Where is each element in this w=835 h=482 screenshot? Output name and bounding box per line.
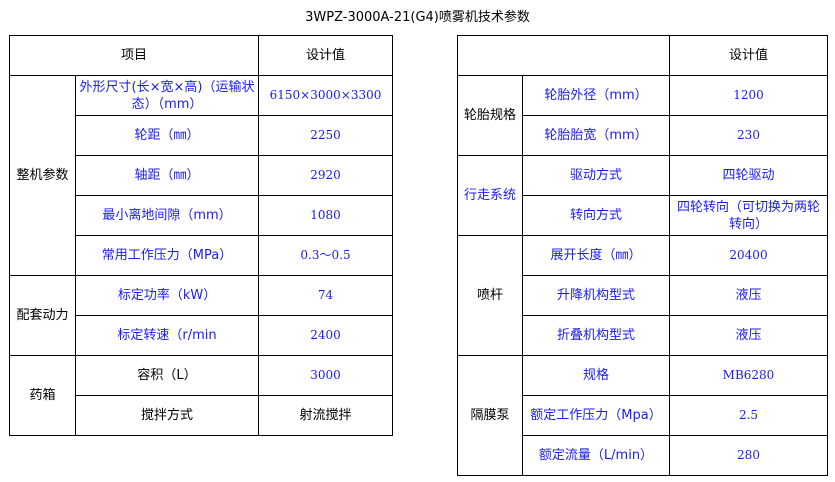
left-spec-table: 项目 设计值 整机参数 外形尺寸(长×宽×高)（运输状态）（mm） 6150×3… — [8, 35, 394, 436]
row-value: 液压 — [669, 315, 828, 356]
table-row: 标定转速（r/min 2400 — [10, 315, 394, 356]
header-value: 设计值 — [258, 35, 394, 76]
table-row: 最小离地间隙（mm） 1080 — [10, 195, 394, 236]
table-row: 轴距（㎜） 2920 — [10, 155, 394, 196]
row-value: 74 — [258, 275, 394, 316]
group-label: 行走系统 — [457, 155, 523, 236]
row-label: 标定功率（kW） — [74, 275, 260, 316]
row-value: 230 — [669, 115, 828, 156]
row-label: 外形尺寸(长×宽×高)（运输状态）（mm） — [74, 75, 260, 116]
group-label: 配套动力 — [9, 275, 76, 356]
table-header: 项目 设计值 — [8, 35, 394, 76]
group-label: 药箱 — [9, 355, 76, 436]
table-row: 喷杆 展开长度（㎜） 20400 — [457, 235, 828, 356]
row-label: 规格 — [522, 355, 670, 396]
row-value: 液压 — [669, 275, 828, 316]
group-label: 喷杆 — [457, 235, 523, 356]
group-label: 轮胎规格 — [457, 75, 523, 156]
row-label: 常用工作压力（MPa） — [74, 235, 260, 276]
row-value: 280 — [669, 435, 828, 476]
row-label: 轮胎外径（mm） — [522, 75, 670, 116]
row-value: MB6280 — [669, 355, 828, 396]
row-label: 驱动方式 — [522, 155, 670, 196]
row-value: 6150×3000×3300 — [258, 75, 394, 116]
table-row: 搅拌方式 射流搅拌 — [10, 395, 394, 436]
row-label: 标定转速（r/min — [74, 315, 260, 356]
table-row: 行走系统 驱动方式 四轮驱动 — [457, 155, 828, 236]
group-label: 隔膜泵 — [457, 355, 523, 476]
table-row: 转向方式 四轮转向（可切换为两轮转向） — [458, 195, 828, 236]
table-row: 轮胎胎宽（mm） 230 — [458, 115, 828, 156]
row-value: 1200 — [669, 75, 828, 116]
table-row: 配套动力 标定功率（kW） 74 — [9, 275, 394, 356]
table-header: 设计值 — [457, 35, 828, 76]
row-label: 轮距（㎜） — [74, 115, 260, 156]
table-row: 药箱 容积（L） 3000 — [9, 355, 394, 436]
table-row: 额定流量（L/min） 280 — [458, 435, 828, 476]
row-label: 额定工作压力（Mpa） — [522, 395, 670, 436]
table-row: 常用工作压力（MPa） 0.3～0.5 — [10, 235, 394, 276]
row-value: 2920 — [258, 155, 394, 196]
row-value: 2.5 — [669, 395, 828, 436]
table-row: 整机参数 外形尺寸(长×宽×高)（运输状态）（mm） 6150×3000×330… — [9, 75, 394, 276]
row-label: 搅拌方式 — [74, 395, 260, 436]
header-item: 项目 — [8, 35, 260, 76]
header-item — [457, 35, 670, 76]
row-label: 轴距（㎜） — [74, 155, 260, 196]
row-label: 最小离地间隙（mm） — [74, 195, 260, 236]
table-row: 隔膜泵 规格 MB6280 — [457, 355, 828, 476]
row-label: 展开长度（㎜） — [522, 235, 670, 276]
row-label: 转向方式 — [522, 195, 670, 236]
row-value: 射流搅拌 — [258, 395, 394, 436]
header-value: 设计值 — [669, 35, 828, 76]
row-label: 折叠机构型式 — [522, 315, 670, 356]
row-value: 2250 — [258, 115, 394, 156]
row-value: 20400 — [669, 235, 828, 276]
row-value: 四轮驱动 — [669, 155, 828, 196]
row-label: 额定流量（L/min） — [522, 435, 670, 476]
page-title: 3WPZ-3000A-21(G4)喷雾机技术参数 — [305, 10, 530, 25]
row-value: 1080 — [258, 195, 394, 236]
table-row: 折叠机构型式 液压 — [458, 315, 828, 356]
row-value: 四轮转向（可切换为两轮转向） — [669, 195, 828, 236]
table-row: 额定工作压力（Mpa） 2.5 — [458, 395, 828, 436]
row-value: 3000 — [258, 355, 394, 396]
row-label: 轮胎胎宽（mm） — [522, 115, 670, 156]
row-value: 0.3～0.5 — [258, 235, 394, 276]
table-row: 轮距（㎜） 2250 — [10, 115, 394, 156]
row-value: 2400 — [258, 315, 394, 356]
right-spec-table: 设计值 轮胎规格 轮胎外径（mm） 1200 轮胎胎宽（mm） 230 行走系统 驱… — [457, 35, 828, 476]
table-row: 轮胎规格 轮胎外径（mm） 1200 — [457, 75, 828, 156]
group-label: 整机参数 — [9, 75, 76, 276]
row-label: 升降机构型式 — [522, 275, 670, 316]
row-label: 容积（L） — [74, 355, 260, 396]
